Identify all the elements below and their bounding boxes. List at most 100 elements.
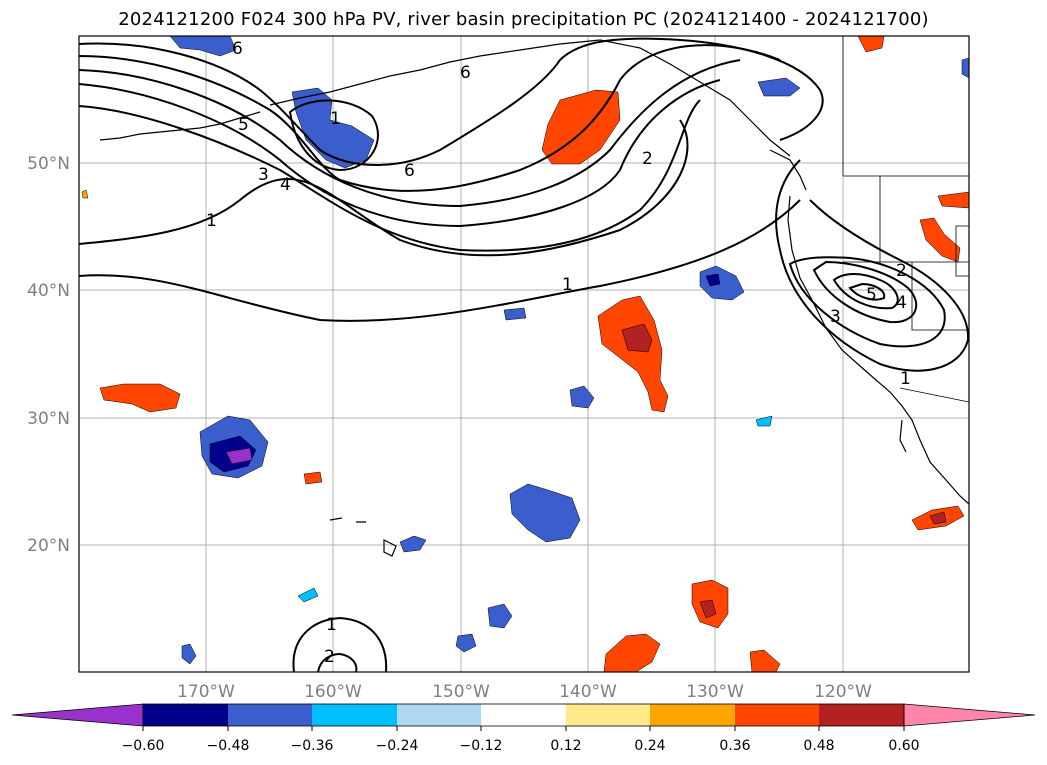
- precip-negative-region: [487, 603, 513, 629]
- precip-positive-region: [303, 471, 323, 485]
- precip-positive-region: [603, 633, 661, 672]
- pv-contour: [79, 79, 721, 228]
- pv-contour: [775, 159, 969, 372]
- precip-positive-region: [699, 599, 717, 619]
- colorbar-tick-label: −0.36: [291, 738, 334, 754]
- map-title: 2024121200 F024 300 hPa PV, river basin …: [118, 9, 929, 30]
- pv-contours: [79, 37, 969, 672]
- precip-negative-region: [699, 265, 745, 301]
- pv-contour: [288, 99, 379, 172]
- lat-label: 40°N: [27, 281, 70, 301]
- lon-label: 150°W: [432, 682, 490, 702]
- colorbar-tick-label: −0.24: [376, 738, 419, 754]
- precip-positive-region: [81, 189, 89, 199]
- precip-positive-region: [597, 295, 669, 413]
- pv-contour: [848, 282, 886, 301]
- colorbar-bin: [228, 704, 312, 726]
- precip-negative-region: [169, 36, 237, 57]
- pv-label: 2: [896, 261, 907, 281]
- map-plot-area: [79, 36, 969, 672]
- precip-negative-region: [181, 643, 197, 665]
- bc-coast: [769, 149, 807, 191]
- pv-contour: [292, 616, 388, 672]
- colorbar-bin: [481, 704, 566, 726]
- pv-contour: [79, 37, 824, 166]
- precip-negative-region: [503, 307, 527, 321]
- pv-label: 5: [866, 285, 877, 305]
- pv-label: 2: [642, 149, 653, 169]
- colorbar-tick-label: 0.60: [888, 738, 919, 754]
- colorbar-bin: [735, 704, 819, 726]
- pv-label: 1: [900, 369, 911, 389]
- map-frame: [78, 35, 970, 673]
- colorbar-bin: [566, 704, 650, 726]
- colorbar-tick-label: 0.12: [550, 738, 581, 754]
- precip-negative-region: [399, 535, 427, 553]
- longitude-labels: 170°W 160°W 150°W 140°W 130°W 120°W: [177, 682, 872, 702]
- colorbar-tick-label: 0.36: [719, 738, 750, 754]
- colorbar-bin: [650, 704, 735, 726]
- pv-label: 6: [404, 161, 415, 181]
- precip-negative-region: [569, 385, 595, 409]
- precip-positive-region: [937, 191, 969, 209]
- pv-label: 1: [330, 109, 341, 129]
- pv-contour: [79, 59, 741, 208]
- precip-negative-region: [705, 273, 721, 287]
- colorbar-tick-label: −0.48: [207, 738, 250, 754]
- pv-contour: [79, 99, 701, 252]
- pv-contour: [79, 199, 801, 322]
- pv-label: 1: [326, 615, 337, 635]
- colorbar-tick-label: 0.24: [634, 738, 665, 754]
- precip-negative-region: [225, 447, 253, 465]
- precip-negative-region: [455, 633, 477, 653]
- colorbar-tick-label: −0.60: [122, 738, 165, 754]
- colorbar-extend-high: [903, 703, 1036, 727]
- lon-label: 140°W: [559, 682, 617, 702]
- pv-contour: [79, 44, 781, 192]
- precip-positive-region: [99, 383, 181, 413]
- colorbar-bin: [397, 704, 481, 726]
- precip-positive-region: [541, 89, 621, 165]
- colorbar-tick-label: −0.12: [460, 738, 503, 754]
- precip-negative-region: [961, 57, 969, 79]
- colorbar-outline: [142, 703, 905, 727]
- precip-positive-region: [857, 36, 885, 53]
- pv-label: 1: [562, 275, 573, 295]
- mexico-border: [899, 387, 969, 403]
- pv-label: 6: [460, 63, 471, 83]
- latitude-labels: 50°N 40°N 30°N 20°N: [27, 154, 70, 556]
- colorbar-bin: [143, 704, 228, 726]
- pv-contour: [832, 273, 899, 310]
- lat-label: 30°N: [27, 409, 70, 429]
- colorbar-bin: [312, 704, 397, 726]
- hawaii-islands: [329, 517, 397, 557]
- precip-pc-shading: [81, 36, 969, 672]
- colorbar-extend-low: [11, 703, 144, 727]
- aleutian-islands: [99, 111, 261, 141]
- pv-contour-labels: 6 6 6 5 4 3 2 1 1 1 2 3 4 5 1 2 1: [206, 39, 911, 667]
- precip-negative-region: [509, 483, 581, 543]
- pv-contour: [79, 119, 689, 257]
- precip-negative-region: [757, 77, 801, 97]
- pv-contour: [788, 256, 946, 348]
- precip-positive-region: [929, 511, 947, 525]
- lon-label: 170°W: [177, 682, 235, 702]
- pv-contour: [317, 652, 358, 672]
- lat-label: 20°N: [27, 536, 70, 556]
- pv-contour: [812, 260, 918, 324]
- alaska-coast: [269, 39, 791, 157]
- precip-positive-region: [749, 649, 781, 672]
- pv-label: 4: [280, 175, 291, 195]
- baja-coast: [899, 419, 907, 453]
- lat-label: 50°N: [27, 154, 70, 174]
- colorbar-tick-label: 0.48: [803, 738, 834, 754]
- lon-label: 130°W: [686, 682, 744, 702]
- colorbar-bin: [819, 704, 904, 726]
- pv-label: 6: [232, 39, 243, 59]
- pv-label: 3: [830, 307, 841, 327]
- pv-label: 4: [896, 293, 907, 313]
- lon-label: 160°W: [304, 682, 362, 702]
- pv-label: 5: [238, 115, 249, 135]
- lon-label: 120°W: [814, 682, 872, 702]
